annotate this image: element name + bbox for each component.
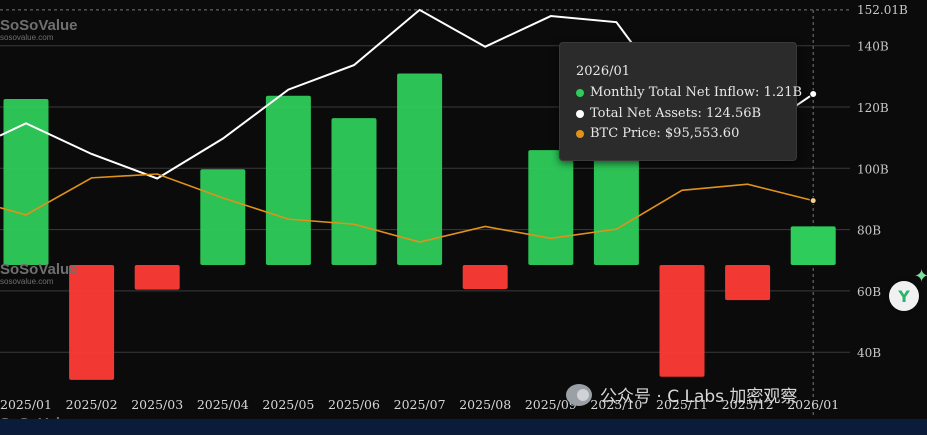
watermark-top-offset: SoSoValue sosovalue.com bbox=[0, 262, 78, 286]
inflow-bar bbox=[265, 95, 311, 265]
inflow-bar bbox=[659, 265, 705, 377]
inflow-bar bbox=[134, 265, 180, 290]
btc-dot-icon bbox=[576, 129, 584, 138]
watermark-top: SoSoValue sosovalue.com bbox=[0, 18, 78, 42]
zoom-navigator-strip[interactable] bbox=[0, 419, 927, 435]
inflow-bar bbox=[200, 169, 246, 265]
wechat-icon bbox=[566, 383, 592, 406]
assets-dot-icon bbox=[576, 109, 584, 118]
wechat-credit: 公众号 · C Labs 加密观察 bbox=[566, 382, 797, 407]
tooltip-assets-text: Total Net Assets: 124.56B bbox=[590, 106, 762, 121]
y-tick-label: 100B bbox=[857, 162, 889, 176]
tooltip-title: 2026/01 bbox=[576, 64, 631, 79]
y-tick-label: 60B bbox=[857, 285, 881, 299]
inflow-bar bbox=[790, 226, 836, 265]
x-tick-label: 2025/10 bbox=[590, 397, 642, 412]
y-tick-label: 120B bbox=[857, 101, 889, 115]
btc-price-line bbox=[0, 173, 814, 243]
axis-labels: 152.01B 140B 120B 100B 80B 60B 40B 2025/01 2025/… bbox=[0, 3, 908, 412]
y-tick-label: 140B bbox=[857, 40, 889, 54]
x-tick-label: 2025/12 bbox=[722, 397, 774, 412]
inflow-bar bbox=[397, 73, 443, 265]
inflow-bar bbox=[528, 150, 574, 265]
inflow-bar bbox=[331, 118, 377, 266]
inflow-bar bbox=[462, 265, 508, 289]
inflow-dot-icon bbox=[576, 88, 584, 97]
inflow-bar bbox=[593, 156, 639, 265]
y-tick-label: 40B bbox=[857, 346, 881, 360]
tooltip-row-assets: Total Net Assets: 124.56B bbox=[576, 106, 761, 121]
watermark-brand-2: SoSoValue bbox=[0, 261, 78, 278]
inflow-bar bbox=[725, 265, 771, 301]
assistant-logo-icon: Y bbox=[898, 286, 910, 306]
y-tick-label: 152.01B bbox=[857, 3, 908, 17]
x-tick-label: 2025/01 bbox=[0, 397, 52, 412]
tooltip-inflow-text: Monthly Total Net Inflow: 1.21B bbox=[590, 85, 803, 100]
tooltip-btc-text: BTC Price: $95,553.60 bbox=[590, 126, 740, 141]
inflow-bar bbox=[69, 265, 115, 380]
x-tick-label: 2025/05 bbox=[262, 397, 314, 412]
btc-price-point bbox=[809, 197, 817, 205]
x-tick-label: 2025/04 bbox=[197, 397, 249, 412]
x-tick-label: 2025/08 bbox=[459, 397, 511, 412]
x-tick-label: 2025/11 bbox=[656, 397, 708, 412]
x-tick-label: 2025/02 bbox=[66, 397, 118, 412]
x-tick-label: 2026/01 bbox=[787, 397, 839, 412]
tooltip-row-inflow: Monthly Total Net Inflow: 1.21B bbox=[576, 85, 802, 100]
watermark-url: sosovalue.com bbox=[0, 33, 54, 42]
inflow-bar bbox=[3, 99, 49, 265]
sparkle-icon: ✦ bbox=[914, 266, 927, 287]
x-tick-label: 2025/03 bbox=[131, 397, 183, 412]
x-tick-label: 2025/06 bbox=[328, 397, 380, 412]
assistant-button[interactable]: Y bbox=[889, 281, 919, 311]
y-tick-label: 80B bbox=[857, 224, 881, 238]
hover-tooltip: 2026/01 Monthly Total Net Inflow: 1.21B … bbox=[559, 42, 802, 161]
watermark-url-2: sosovalue.com bbox=[0, 277, 54, 286]
x-tick-label: 2025/07 bbox=[394, 397, 446, 412]
x-tick-label: 2025/09 bbox=[525, 397, 577, 412]
net-assets-point bbox=[809, 90, 818, 99]
btc-price-line-layer bbox=[0, 173, 817, 243]
tooltip-row-btc: BTC Price: $95,553.60 bbox=[576, 126, 739, 141]
credit-text: 公众号 · C Labs 加密观察 bbox=[600, 387, 798, 407]
watermark-brand: SoSoValue bbox=[0, 17, 78, 34]
